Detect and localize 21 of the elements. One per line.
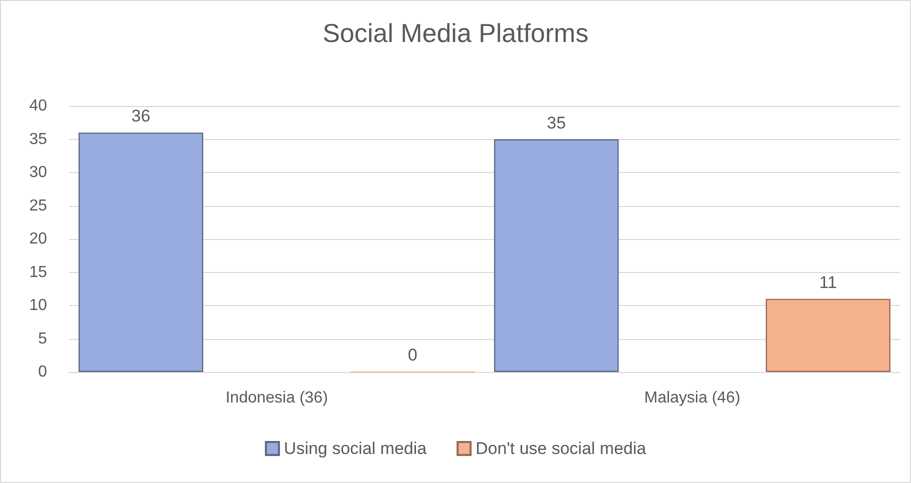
y-tick-label: 25 <box>29 197 48 214</box>
bar <box>494 139 619 372</box>
chart-title: Social Media Platforms <box>322 18 588 48</box>
y-tick-label: 30 <box>29 164 48 181</box>
legend-label: Don't use social media <box>476 439 647 458</box>
y-tick-label: 35 <box>29 130 48 148</box>
legend-label: Using social media <box>284 439 428 458</box>
y-tick-label: 5 <box>38 330 48 348</box>
data-label: 35 <box>546 113 566 132</box>
y-tick-label: 0 <box>38 364 48 380</box>
y-tick-label: 15 <box>29 264 48 281</box>
x-tick-label: Malaysia (46) <box>644 390 740 406</box>
bar <box>766 298 890 372</box>
data-label: 0 <box>408 346 418 364</box>
y-tick-label: 10 <box>29 297 48 314</box>
y-tick-label: 40 <box>29 98 48 114</box>
data-label: 11 <box>819 272 837 292</box>
y-tick-label: 20 <box>29 230 48 248</box>
x-tick-label: Indonesia (36) <box>226 390 328 406</box>
bar <box>78 132 204 372</box>
data-label: 36 <box>131 106 150 126</box>
